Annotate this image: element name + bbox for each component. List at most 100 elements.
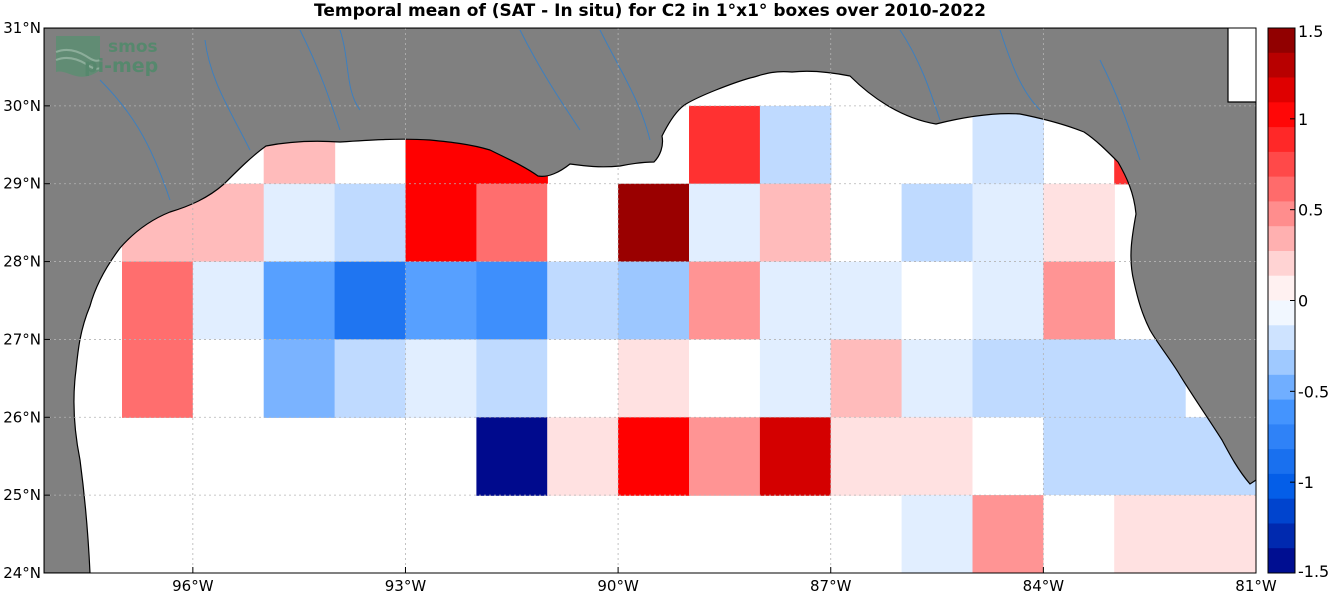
heatmap-cell [759,261,832,341]
y-axis: 24°N 25°N 26°N 27°N 28°N 29°N 30°N 31°N [3,19,50,582]
heatmap-cell [192,261,265,341]
x-tick-label: 87°W [810,577,852,594]
heatmap-cell [547,339,619,418]
y-tick-label: 30°N [3,97,41,115]
heatmap-cell [476,183,548,263]
colorbar-tick-label: -1 [1298,473,1314,492]
heatmap-cell [1114,417,1186,496]
heatmap-cell [122,261,194,341]
heatmap-cell [972,417,1044,496]
heatmap-cell [263,261,336,341]
x-tick-label: 96°W [172,577,214,594]
heatmap-cell [476,339,548,418]
heatmap-cell [1114,495,1186,573]
heatmap-cell [405,183,477,263]
land-mask [44,28,1256,573]
y-tick-label: 31°N [3,19,41,37]
heatmap-cell [192,339,265,418]
heatmap-cell [689,339,761,418]
heatmap-cell [689,261,761,341]
heatmap-cell [618,183,690,263]
river-line [1099,59,1141,161]
y-tick-label: 28°N [3,253,41,271]
heatmap-cell [334,183,407,263]
colorbar-swatch [1268,424,1295,450]
heatmap-cell [830,183,903,263]
colorbar [1268,28,1295,574]
river-line [599,29,651,141]
river-line [204,39,251,151]
heatmap-cell [476,261,548,341]
colorbar-swatch [1268,102,1295,128]
heatmap-cell [263,339,336,418]
heatmap-cell [476,417,548,496]
heatmap-cell [830,261,903,341]
colorbar-swatch [1268,399,1295,425]
heatmap-cell [901,261,974,341]
x-tick-label: 93°W [385,577,427,594]
colorbar-swatch [1268,28,1295,54]
river-line [99,79,171,201]
colorbar-swatch [1268,325,1295,351]
y-tick-label: 29°N [3,175,41,193]
x-tick-label: 90°W [597,577,639,594]
y-tick-label: 25°N [3,486,41,504]
logo-line2: pi-mep [84,55,158,77]
colorbar-tick-label: -1.5 [1298,562,1329,581]
heatmap-cell [1043,261,1115,341]
heatmap-cell [689,105,761,185]
heatmap-cell [759,105,832,185]
colorbar-tick-label: 0.5 [1298,201,1323,220]
heatmap-cell [618,339,690,418]
heatmap-cell [759,339,832,418]
heatmap-cell [972,495,1044,573]
logo-wave-icon [55,56,101,70]
colorbar-swatch [1268,350,1295,376]
heatmap-cell [830,339,903,418]
heatmap-cell [405,339,477,418]
river-line [999,29,1041,111]
colorbar-swatch [1268,127,1295,153]
colorbar-swatch [1268,275,1295,301]
heatmap-cell [759,183,832,263]
colorbar-swatch [1268,52,1295,79]
heatmap-cell [972,105,1044,185]
colorbar-swatch [1268,374,1295,401]
logo-line1: smos [108,37,158,57]
logo-wave-icon [55,48,101,62]
heatmap-cell [618,417,690,496]
heatmap-cell [263,183,336,263]
colorbar-tick-label: -0.5 [1298,382,1329,401]
colorbar-ticks: 1.5 1 0.5 0 -0.5 -1 -1.5 [1290,22,1329,581]
colorbar-swatch [1268,176,1295,202]
colorbar-swatch [1268,498,1295,524]
colorbar-swatch [1268,449,1295,475]
colorbar-swatch [1268,201,1295,227]
heatmap-cell [547,261,619,341]
heatmap-cell [547,417,619,496]
colorbar-swatch [1268,151,1295,178]
heatmap-cell [334,261,407,341]
colorbar-swatch [1268,226,1295,252]
colorbar-swatch [1268,251,1295,277]
colorbar-swatch [1268,523,1295,549]
heatmap-cell [1043,183,1115,263]
heatmap-cell [122,339,194,418]
river-line [299,29,341,131]
river-line [339,29,361,111]
heatmap-cell [1043,495,1115,573]
heatmap-cell [547,183,619,263]
heatmap-cell [1185,495,1256,573]
smos-pimep-logo: smos pi-mep [55,36,158,77]
heatmap-cell [405,261,477,341]
colorbar-swatch [1268,473,1295,500]
y-tick-label: 26°N [3,408,41,426]
colorbar-tick-label: 0 [1298,292,1308,311]
heatmap-cell [1043,417,1115,496]
heatmap-cell [901,495,974,573]
heatmap-cell [1043,339,1115,418]
y-tick-label: 27°N [3,330,41,348]
heatmap-cell [689,417,761,496]
